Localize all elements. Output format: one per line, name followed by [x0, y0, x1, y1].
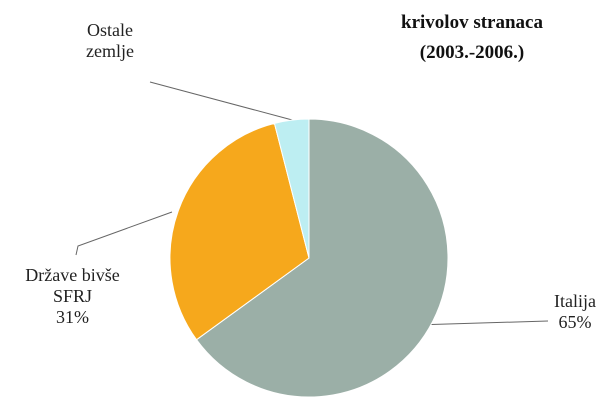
leader-line	[149, 81, 297, 122]
category-label: Italija	[554, 291, 596, 311]
value-label: 31%	[56, 307, 89, 327]
category-label: Ostale zemlje	[86, 20, 134, 61]
pie-slice	[169, 122, 310, 341]
leader-line	[414, 320, 549, 326]
slice-label: Države bivše SFRJ 31%	[10, 265, 135, 328]
value-label: 65%	[558, 312, 592, 332]
slice-label: Ostale zemlje	[70, 20, 150, 62]
slice-label: Italija 65%	[530, 291, 613, 333]
category-label: Države bivše SFRJ	[25, 265, 120, 306]
chart-title: krivolov stranaca (2003.-2006.)	[401, 12, 543, 63]
pie-slice	[195, 118, 449, 398]
leader-line	[75, 211, 173, 256]
pie-slice	[273, 118, 310, 259]
